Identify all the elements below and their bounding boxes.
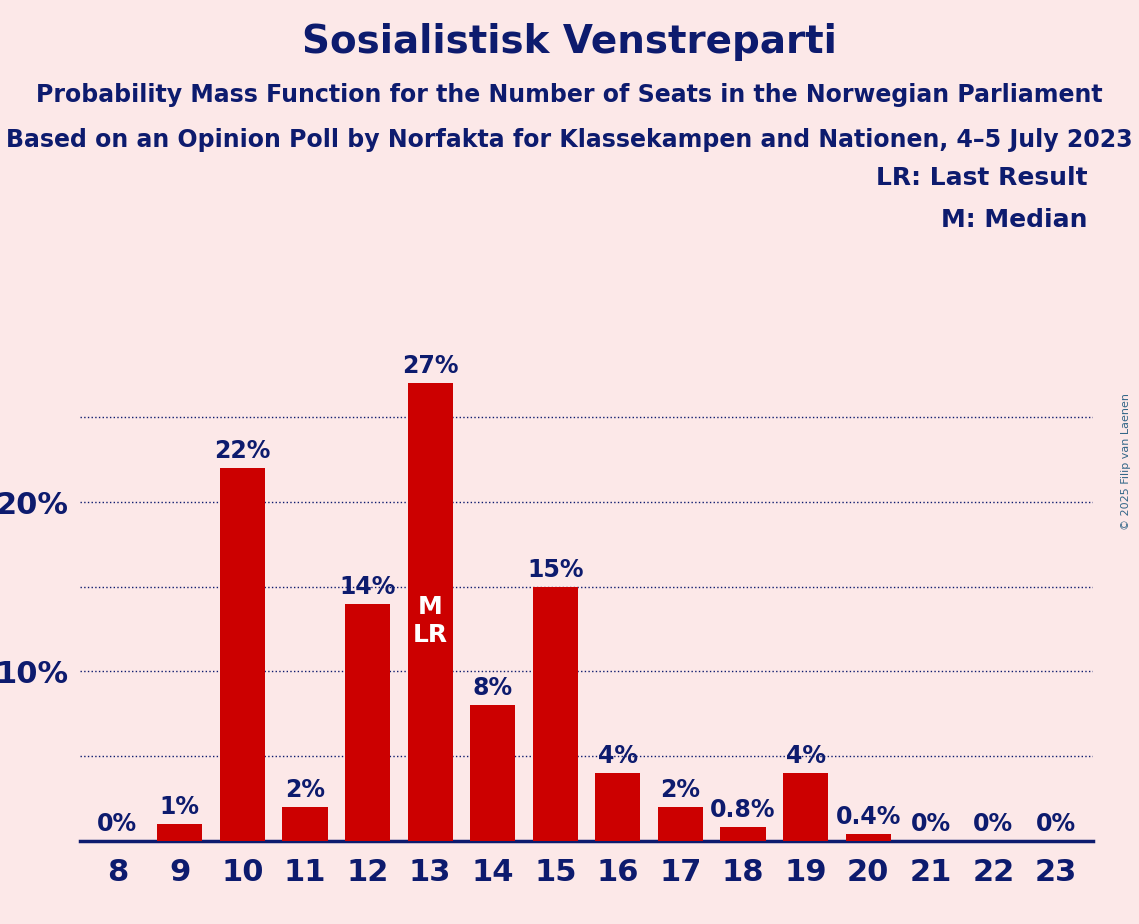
Text: 4%: 4%: [598, 744, 638, 768]
Bar: [658, 807, 703, 841]
Text: 8%: 8%: [473, 676, 513, 700]
Text: 14%: 14%: [339, 575, 395, 599]
Bar: [845, 834, 891, 841]
Text: LR: Last Result: LR: Last Result: [876, 166, 1088, 190]
Text: 0.4%: 0.4%: [836, 805, 901, 829]
Text: 1%: 1%: [159, 795, 199, 819]
Bar: [408, 383, 452, 841]
Bar: [220, 468, 265, 841]
Bar: [533, 587, 577, 841]
Text: 0%: 0%: [97, 812, 138, 835]
Bar: [345, 603, 390, 841]
Text: 2%: 2%: [285, 778, 325, 802]
Text: 27%: 27%: [402, 355, 458, 379]
Text: 22%: 22%: [214, 439, 271, 463]
Text: © 2025 Filip van Laenen: © 2025 Filip van Laenen: [1121, 394, 1131, 530]
Text: 0.8%: 0.8%: [711, 798, 776, 822]
Text: 0%: 0%: [1035, 812, 1076, 835]
Text: Based on an Opinion Poll by Norfakta for Klassekampen and Nationen, 4–5 July 202: Based on an Opinion Poll by Norfakta for…: [6, 128, 1133, 152]
Bar: [596, 773, 640, 841]
Text: 15%: 15%: [527, 558, 583, 582]
Text: M
LR: M LR: [412, 595, 448, 647]
Bar: [470, 705, 515, 841]
Text: 4%: 4%: [786, 744, 826, 768]
Text: 0%: 0%: [973, 812, 1014, 835]
Text: M: Median: M: Median: [941, 208, 1088, 232]
Text: 2%: 2%: [661, 778, 700, 802]
Bar: [282, 807, 328, 841]
Bar: [721, 827, 765, 841]
Bar: [157, 824, 203, 841]
Bar: [784, 773, 828, 841]
Text: Sosialistisk Venstreparti: Sosialistisk Venstreparti: [302, 23, 837, 61]
Text: 0%: 0%: [911, 812, 951, 835]
Text: Probability Mass Function for the Number of Seats in the Norwegian Parliament: Probability Mass Function for the Number…: [36, 83, 1103, 107]
